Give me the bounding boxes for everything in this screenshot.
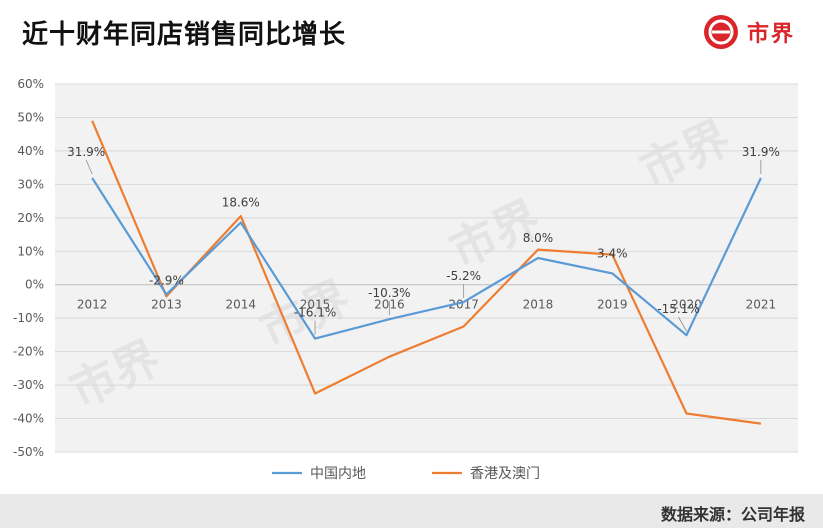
header: 近十财年同店销售同比增长 市界: [0, 0, 823, 68]
data-labels: 31.9% -2.9% 18.6% -16.1% -10.3% -5.2% 8.0% 3.4%…: [67, 145, 780, 335]
y-tick-label: -20%: [13, 345, 44, 359]
data-label: -5.2%: [446, 269, 481, 283]
data-label-leader: [85, 159, 93, 175]
data-label: 18.6%: [222, 196, 260, 210]
x-tick-label: 2018: [523, 298, 554, 312]
data-label: 31.9%: [67, 145, 105, 159]
series-line: [91, 120, 762, 425]
y-tick-label: 50%: [17, 110, 44, 124]
y-tick-label: 10%: [17, 244, 44, 258]
x-tick-label: 2012: [77, 298, 108, 312]
series-lines: [91, 120, 762, 425]
data-label: -15.1%: [657, 302, 699, 316]
legend-label: 中国内地: [310, 466, 366, 482]
source-note: 数据来源：公司年报: [660, 505, 805, 524]
legend-label: 香港及澳门: [470, 466, 540, 482]
y-tick-label: 60%: [17, 77, 44, 91]
legend: 中国内地 香港及澳门: [272, 466, 540, 482]
y-tick-label: 20%: [17, 211, 44, 225]
y-tick-label: 0%: [25, 278, 44, 292]
x-tick-label: 2013: [151, 298, 182, 312]
data-label: 31.9%: [742, 145, 780, 159]
x-axis-ticks: 2012 2013 2014 2015 2016 2017 2018 2019 2020 2021: [77, 298, 776, 312]
data-label: -10.3%: [368, 286, 410, 300]
x-tick-label: 2019: [597, 298, 628, 312]
data-label-leader: [678, 317, 687, 332]
x-tick-label: 2014: [225, 298, 256, 312]
footer: 数据来源：公司年报: [0, 494, 823, 528]
y-tick-label: -50%: [13, 445, 44, 459]
y-axis-ticks: 60% 50% 40% 30% 20% 10% 0% -10% -20% -30% -40% -50%: [13, 77, 44, 459]
y-tick-label: -10%: [13, 311, 44, 325]
x-tick-label: 2015: [300, 298, 331, 312]
y-tick-label: 30%: [17, 177, 44, 191]
chart-title: 近十财年同店销售同比增长: [22, 20, 347, 50]
data-label: 8.0%: [523, 231, 554, 245]
plot-background: [55, 84, 798, 452]
y-tick-label: 40%: [17, 144, 44, 158]
y-tick-label: -40%: [13, 412, 44, 426]
x-tick-label: 2021: [746, 298, 777, 312]
data-label: 3.4%: [597, 246, 628, 260]
y-tick-label: -30%: [13, 378, 44, 392]
x-tick-label: 2020: [671, 298, 702, 312]
x-tick-label: 2017: [448, 298, 479, 312]
data-label: -16.1%: [294, 306, 336, 320]
data-label: -2.9%: [149, 273, 184, 287]
gridlines: [55, 83, 798, 453]
chart-area: 市界 市界 市界 市界 60% 50% 40% 30% 20% 10% 0% -10% -20% -30…: [0, 68, 823, 494]
series-line: [91, 177, 762, 340]
brand-logo-text: 市界: [746, 22, 795, 47]
brand-logo: 市界: [703, 14, 795, 50]
brand-logo-icon: [703, 15, 738, 49]
